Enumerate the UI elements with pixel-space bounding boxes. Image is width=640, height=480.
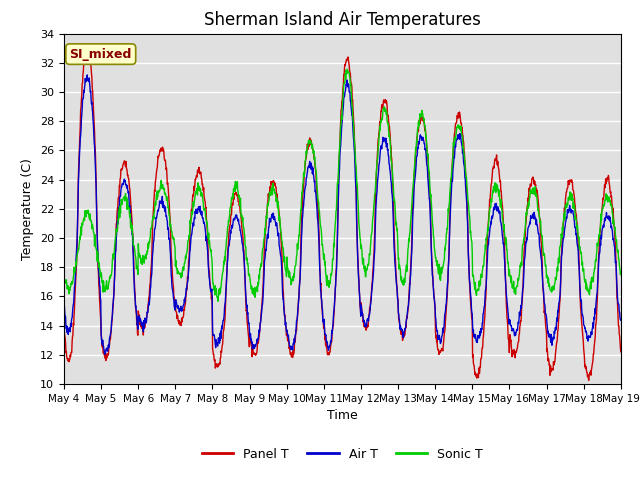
Sonic T [184,238,191,244]
Air T [185,269,193,275]
Panel T [429,283,437,288]
Sonic T [60,275,68,281]
Sonic T [429,235,437,240]
Sonic T [170,240,178,246]
Air T [83,72,91,78]
Panel T [84,43,92,49]
Panel T [617,349,625,355]
Air T [552,324,559,330]
Line: Panel T: Panel T [64,46,621,380]
Air T [429,286,437,292]
Sonic T [246,281,254,287]
Title: Sherman Island Air Temperatures: Sherman Island Air Temperatures [204,11,481,29]
Air T [100,351,108,357]
Air T [617,317,625,323]
Line: Air T: Air T [64,75,621,354]
Panel T [60,321,68,327]
Panel T [551,357,559,363]
Panel T [184,272,192,278]
Panel T [502,290,509,296]
Panel T [246,337,254,343]
Sonic T [344,66,351,72]
Air T [60,302,68,308]
Air T [502,290,510,296]
Air T [172,307,179,313]
Text: SI_mixed: SI_mixed [70,48,132,60]
Air T [247,337,255,343]
X-axis label: Time: Time [327,409,358,422]
Sonic T [214,299,222,304]
Sonic T [617,271,625,276]
Y-axis label: Temperature (C): Temperature (C) [22,158,35,260]
Sonic T [502,235,510,241]
Legend: Panel T, Air T, Sonic T: Panel T, Air T, Sonic T [196,443,488,466]
Line: Sonic T: Sonic T [64,69,621,301]
Panel T [585,377,593,383]
Panel T [171,300,179,306]
Sonic T [552,275,559,280]
